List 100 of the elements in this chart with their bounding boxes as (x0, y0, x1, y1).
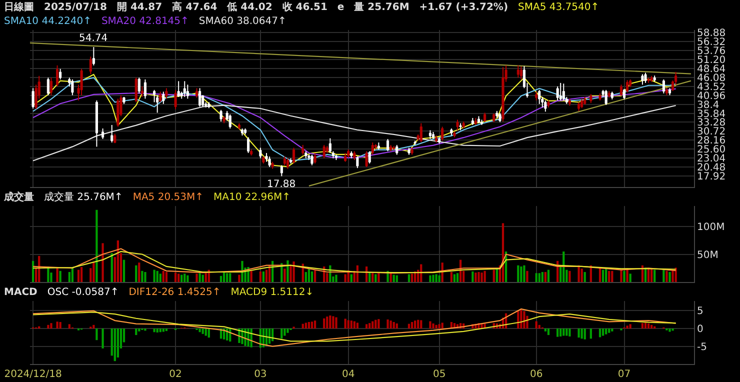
bar (365, 324, 368, 329)
bar (135, 265, 138, 282)
bar (602, 328, 604, 336)
y-tick-label: -5 (697, 342, 707, 354)
bar (584, 272, 586, 282)
bar (432, 274, 434, 282)
text: MA10 22.96M↑ (213, 191, 290, 204)
candlestick (322, 144, 326, 159)
candlestick (153, 89, 156, 103)
bar (344, 274, 346, 282)
y-tick-label: 50M (697, 250, 718, 261)
bar (122, 260, 126, 282)
bar (392, 274, 395, 282)
candlestick (516, 64, 520, 78)
bar (80, 267, 83, 282)
bar (202, 274, 204, 282)
candlestick (50, 77, 52, 96)
candlestick (456, 119, 459, 131)
bar (280, 328, 283, 339)
bar (310, 271, 314, 282)
bar (526, 270, 528, 282)
candlestick (59, 68, 62, 80)
y-tick-label: 46.08 (697, 72, 726, 84)
bar (547, 270, 550, 282)
candlestick (604, 89, 608, 106)
y-tick-label: 5 (697, 306, 704, 317)
bar (668, 328, 671, 332)
bar (68, 324, 70, 329)
bar (620, 270, 622, 282)
candlestick (292, 147, 296, 164)
line-series (32, 104, 676, 162)
bar (668, 272, 671, 282)
candlestick (580, 98, 584, 109)
bar (350, 320, 352, 329)
bar (535, 273, 538, 282)
x-tick-label: 03 (254, 369, 267, 380)
bar (432, 323, 434, 329)
bar (474, 272, 477, 282)
bar (429, 321, 432, 329)
bar (308, 322, 310, 329)
bar (329, 315, 332, 329)
text: 成交量 25.76M↑ (44, 191, 123, 204)
bar (417, 320, 420, 329)
bar (178, 274, 180, 282)
bar (229, 273, 232, 282)
bar (372, 321, 374, 329)
bar (374, 320, 377, 329)
bar (590, 328, 592, 339)
y-tick-label: 100M (697, 222, 725, 234)
bar (538, 273, 540, 282)
bar (202, 328, 204, 334)
bar (96, 328, 98, 340)
bar (544, 272, 546, 282)
bar (410, 274, 414, 282)
candlestick (286, 158, 289, 170)
bar (562, 328, 565, 336)
bar (153, 328, 156, 332)
bar (59, 322, 62, 329)
bar (308, 268, 310, 282)
text: SMA10 44.2240↑ (4, 15, 92, 28)
bar (292, 261, 295, 282)
candlestick (202, 94, 204, 108)
candlestick (556, 86, 559, 101)
bar (560, 328, 562, 336)
bar (59, 270, 62, 282)
bar (396, 323, 398, 329)
bar (541, 272, 544, 282)
bar (568, 270, 571, 282)
bar (517, 265, 520, 282)
line-series (32, 308, 676, 347)
bar (386, 319, 389, 329)
bar (323, 318, 326, 329)
bar (180, 274, 183, 282)
bar (162, 270, 164, 282)
bar (92, 262, 95, 282)
candlestick (195, 88, 198, 98)
candlestick (368, 150, 371, 164)
y-tick-label: 17.92 (697, 172, 726, 183)
bar (138, 262, 140, 282)
bar (410, 322, 414, 329)
bar (184, 274, 186, 282)
bar (523, 311, 526, 329)
x-tick-label: 04 (342, 369, 355, 380)
bar (162, 328, 164, 332)
bar (314, 320, 316, 329)
bar (198, 273, 201, 282)
chart-title: 日線圖 2025/07/18 開 44.87 高 47.64 低 44.02 收 46.51 e 量 25.76M +1.67 (+3.72%) (4, 1, 508, 14)
candlestick (280, 164, 283, 177)
bar (135, 328, 138, 336)
bar (344, 318, 346, 329)
y-tick-label: 48.64 (697, 64, 726, 75)
bar (647, 268, 650, 282)
bar (450, 272, 452, 282)
candlestick (159, 91, 162, 103)
candlestick (228, 114, 232, 129)
bar (186, 275, 189, 282)
bar (435, 324, 438, 329)
y-tick-label: 40.96 (697, 90, 726, 102)
candlestick (520, 66, 522, 80)
bar (438, 324, 440, 329)
